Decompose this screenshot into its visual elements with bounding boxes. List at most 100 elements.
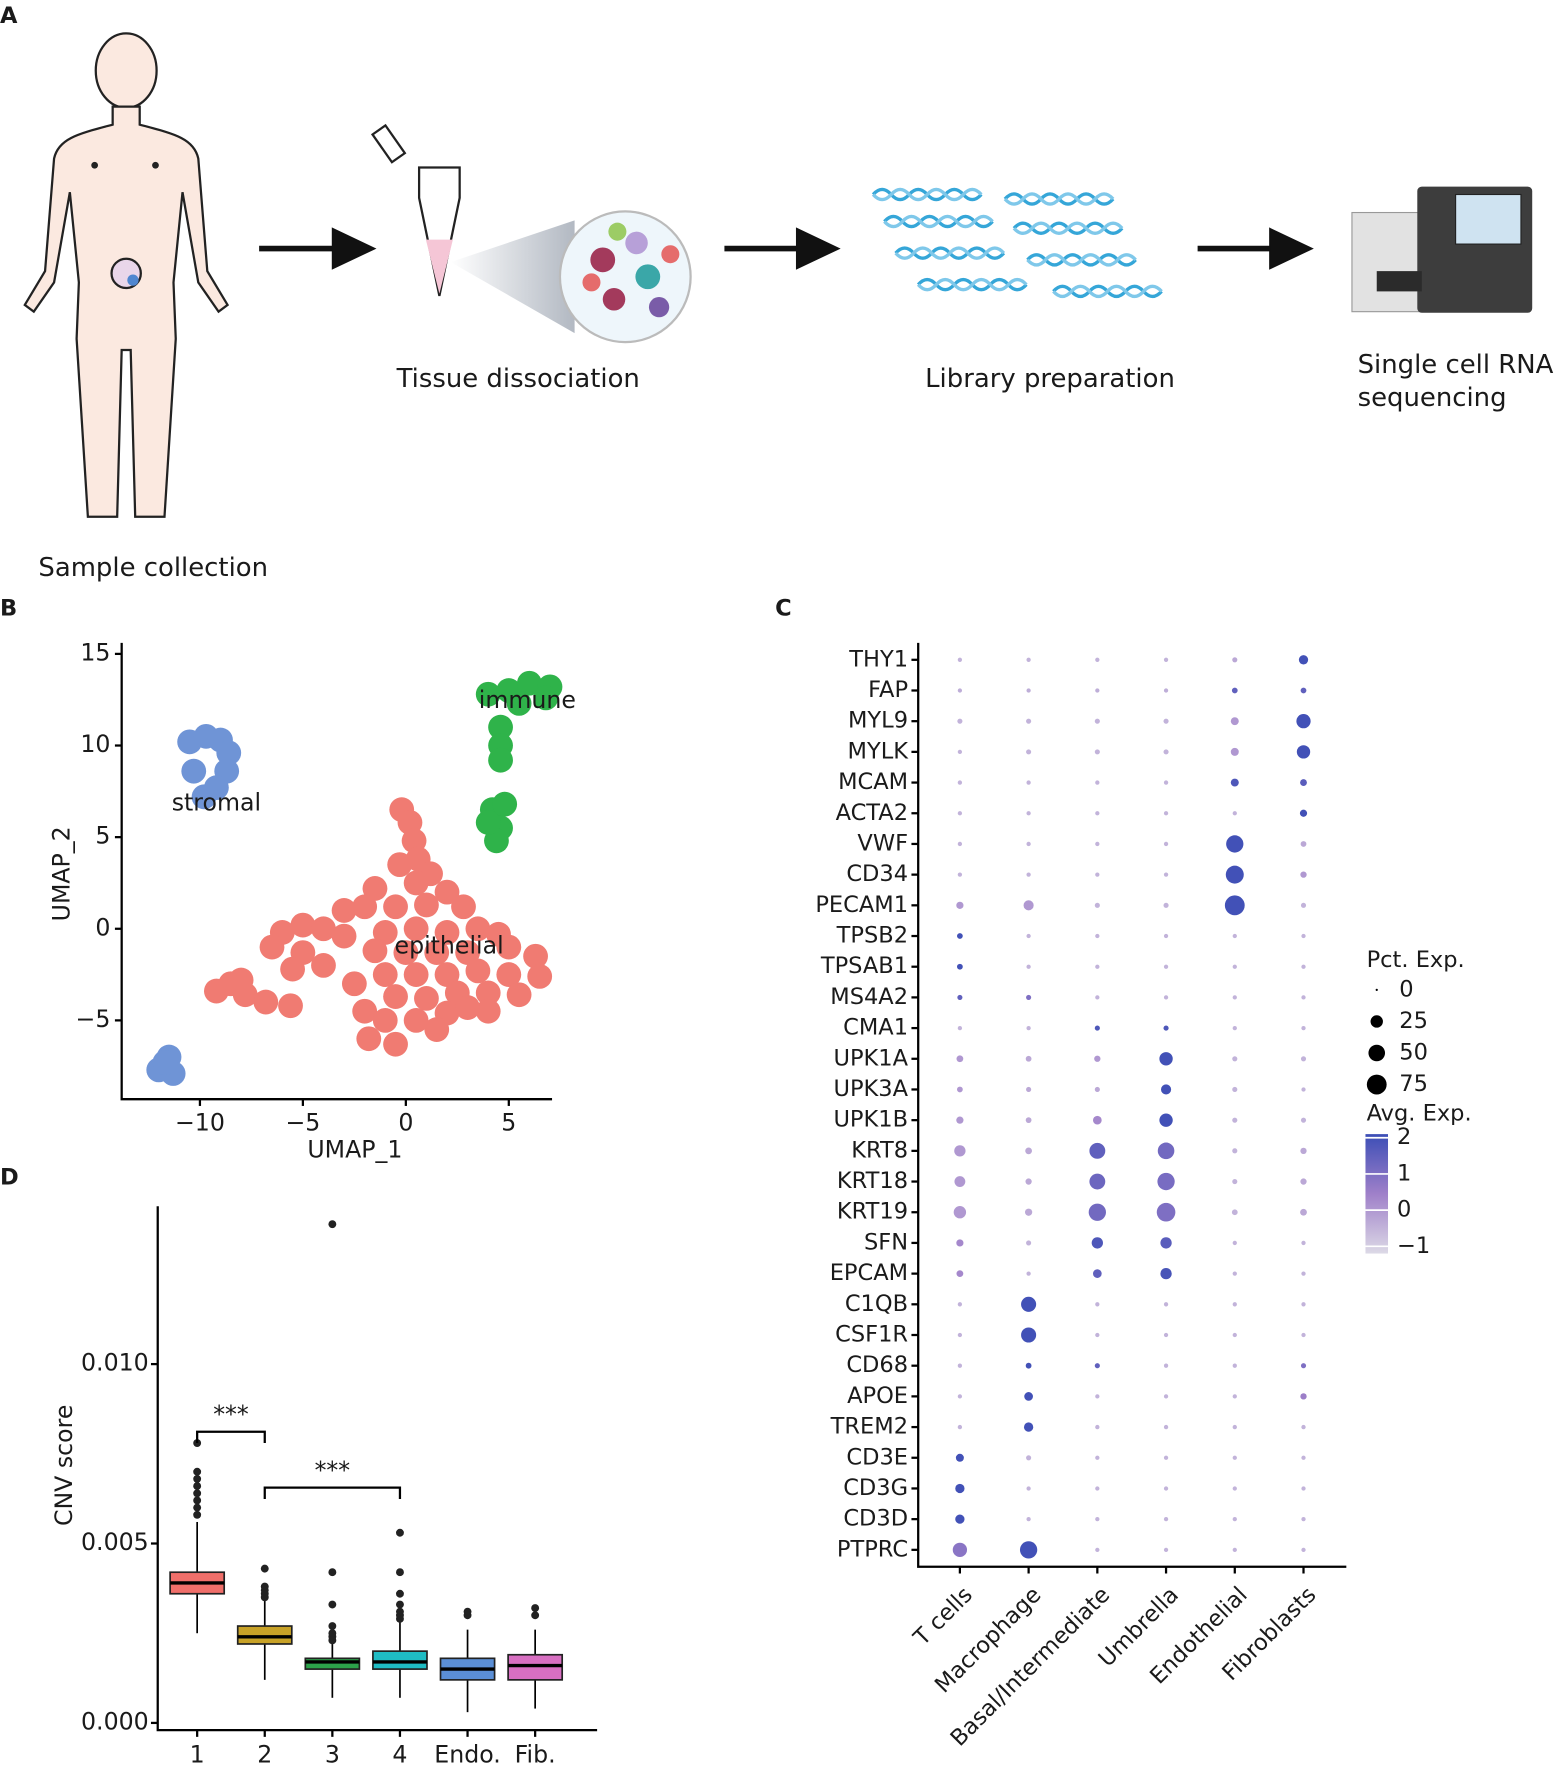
dot — [957, 872, 963, 877]
dot — [1163, 1424, 1169, 1430]
gene-label: UPK1B — [833, 1107, 908, 1133]
umap-point — [311, 953, 336, 978]
umap-point — [362, 938, 388, 964]
outlier — [531, 1604, 540, 1613]
dot — [1026, 718, 1032, 724]
dot — [1300, 1117, 1307, 1123]
dot — [1026, 994, 1032, 1000]
dot — [1163, 1547, 1169, 1552]
x-tick-label: 1 — [190, 1741, 205, 1768]
dot — [957, 994, 963, 1000]
dot — [1019, 1541, 1038, 1559]
umap-point — [393, 940, 419, 965]
cluster-label: immune — [479, 686, 576, 714]
dot — [957, 657, 963, 662]
dot — [1025, 1117, 1032, 1124]
dot — [1232, 1178, 1238, 1185]
dot — [957, 749, 963, 755]
dot — [1230, 717, 1239, 726]
outlier — [328, 1568, 337, 1577]
dot — [1163, 718, 1169, 724]
outlier — [463, 1607, 472, 1616]
legend-dot — [1370, 1015, 1383, 1028]
sequencer — [1351, 186, 1533, 313]
y-tick-label: 0.010 — [81, 1349, 149, 1377]
dot — [1232, 995, 1237, 1000]
umap-point — [465, 916, 491, 942]
legend-label: 0 — [1399, 976, 1413, 1002]
dot — [1026, 688, 1031, 693]
umap-point — [465, 958, 491, 984]
gene-label: SFN — [864, 1229, 908, 1255]
y-tick-label: 0.005 — [81, 1528, 149, 1556]
dot — [956, 901, 964, 909]
dot — [1095, 872, 1100, 877]
gene-label: KRT8 — [851, 1137, 908, 1163]
dot — [1025, 1055, 1032, 1062]
y-tick-label: 0 — [95, 913, 110, 941]
dot — [1232, 933, 1237, 939]
dot — [1026, 749, 1032, 755]
umap-point — [506, 982, 532, 1008]
umap-point — [475, 998, 501, 1024]
dot — [1160, 1267, 1172, 1280]
dot — [1094, 902, 1100, 908]
y-tick-label: 5 — [95, 822, 110, 850]
dot — [1026, 1455, 1032, 1461]
dot — [1094, 1025, 1100, 1031]
gene-label: VWF — [857, 830, 908, 856]
dot — [1300, 902, 1307, 908]
cluster-label: stromal — [172, 789, 261, 817]
dot — [1025, 1178, 1032, 1185]
umap-point — [533, 685, 559, 711]
dot — [1231, 1209, 1238, 1216]
dot — [1232, 964, 1237, 969]
dot — [1232, 1025, 1237, 1031]
dot — [1232, 1148, 1238, 1154]
dot — [1093, 1269, 1102, 1278]
dot — [1301, 1271, 1306, 1276]
significance-label: *** — [213, 1401, 249, 1429]
dot — [1296, 745, 1311, 759]
panel-label: C — [775, 596, 792, 622]
dot — [1232, 1240, 1237, 1246]
dot — [1026, 780, 1031, 785]
dot — [1024, 1392, 1033, 1401]
outlier — [328, 1220, 337, 1229]
dot — [1026, 872, 1031, 877]
umap-point — [331, 898, 357, 923]
dot — [1095, 995, 1100, 1000]
gene-label: UPK3A — [833, 1076, 908, 1102]
outlier — [328, 1622, 337, 1630]
dot — [1163, 1486, 1169, 1491]
dot — [1163, 841, 1169, 847]
dot — [1301, 1302, 1306, 1307]
legend-dot — [1366, 1074, 1387, 1095]
panel-label: A — [0, 3, 18, 29]
dot — [1232, 657, 1238, 663]
dot — [1160, 1237, 1172, 1249]
gene-label: MS4A2 — [830, 984, 908, 1010]
dot — [1094, 1363, 1100, 1369]
gene-label: CD68 — [846, 1352, 908, 1378]
colorbar-label: 2 — [1397, 1124, 1411, 1150]
umap-point — [523, 943, 548, 969]
dot — [1300, 1056, 1307, 1062]
dot — [1094, 1086, 1100, 1093]
dot — [1026, 933, 1031, 939]
outlier — [193, 1503, 202, 1512]
umap-point — [372, 1007, 398, 1033]
colorbar-label: −1 — [1397, 1233, 1430, 1259]
tube — [370, 123, 692, 344]
dot — [1301, 964, 1306, 969]
dot — [1163, 1394, 1169, 1399]
dot — [1298, 655, 1309, 665]
dot — [1232, 1547, 1237, 1552]
x-tick-label: 4 — [392, 1741, 407, 1768]
outlier — [396, 1568, 404, 1577]
umap-point — [216, 740, 242, 766]
gene-label: TREM2 — [830, 1414, 908, 1440]
gene-label: CSF1R — [835, 1322, 908, 1348]
dot — [957, 1086, 963, 1093]
gene-label: KRT18 — [837, 1168, 908, 1194]
